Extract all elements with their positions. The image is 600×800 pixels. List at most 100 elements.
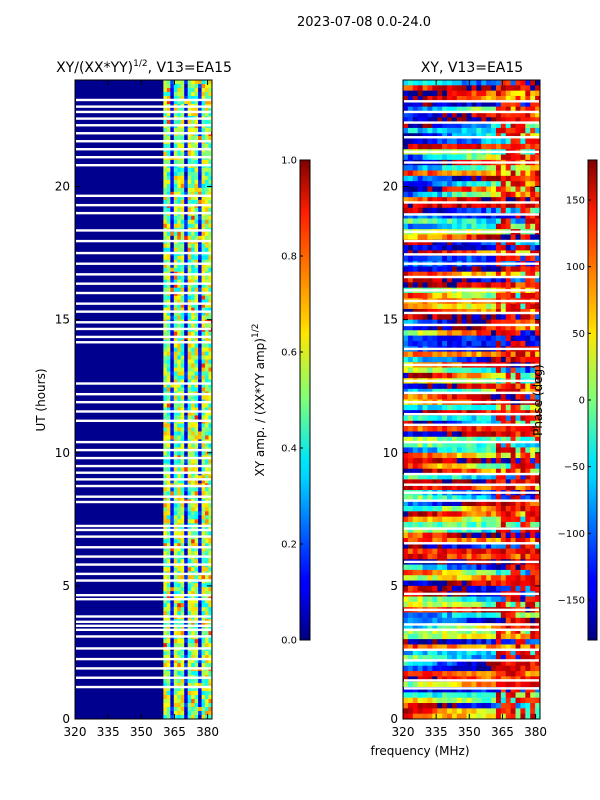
phase-cell bbox=[471, 495, 477, 502]
amplitude-cell bbox=[201, 295, 206, 301]
phase-cell bbox=[486, 351, 492, 358]
phase-cell bbox=[437, 293, 443, 299]
phase-cell bbox=[427, 277, 433, 283]
amplitude-cell bbox=[184, 423, 189, 428]
amplitude-cell bbox=[201, 219, 206, 225]
phase-cell bbox=[432, 548, 438, 555]
phase-cell bbox=[407, 117, 414, 123]
amplitude-cell bbox=[201, 451, 206, 456]
phase-cell bbox=[432, 127, 438, 134]
phase-cell bbox=[456, 553, 463, 560]
phase-cell bbox=[432, 138, 438, 145]
amplitude-cell bbox=[184, 711, 189, 716]
phase-cell bbox=[535, 234, 541, 241]
phase-cell bbox=[505, 458, 512, 464]
phase-cell bbox=[520, 282, 526, 289]
phase-cell bbox=[525, 138, 531, 145]
phase-cell bbox=[505, 351, 512, 358]
phase-cell bbox=[407, 442, 414, 448]
phase-cell bbox=[520, 117, 526, 123]
phase-cell bbox=[481, 484, 487, 491]
phase-cell bbox=[471, 527, 477, 534]
phase-cell bbox=[407, 106, 414, 113]
amplitude-cell bbox=[205, 491, 209, 496]
phase-cell bbox=[417, 85, 423, 92]
phase-cell bbox=[461, 111, 468, 118]
amplitude-cell bbox=[194, 515, 199, 520]
amplitude-cell bbox=[170, 91, 175, 97]
amplitude-cell bbox=[208, 167, 213, 173]
phase-cell bbox=[530, 319, 536, 326]
amplitude-cell bbox=[191, 363, 196, 368]
amplitude-cell bbox=[170, 631, 175, 636]
phase-cell bbox=[530, 202, 536, 209]
phase-cell bbox=[510, 202, 516, 209]
amplitude-cell bbox=[201, 427, 206, 432]
amplitude-cell bbox=[166, 631, 171, 636]
amplitude-cell bbox=[194, 267, 199, 273]
amplitude-cell bbox=[166, 311, 171, 317]
amplitude-cell bbox=[205, 595, 209, 600]
amplitude-cell bbox=[163, 83, 168, 89]
amplitude-cell bbox=[194, 183, 199, 189]
amplitude-cell bbox=[173, 503, 178, 508]
amplitude-cell bbox=[177, 475, 182, 480]
phase-cell bbox=[481, 372, 487, 379]
amplitude-cell bbox=[163, 259, 168, 265]
phase-cell bbox=[535, 213, 541, 219]
phase-cell bbox=[422, 282, 428, 289]
phase-cell bbox=[471, 266, 477, 273]
phase-cell bbox=[535, 186, 541, 193]
amplitude-cell bbox=[194, 687, 199, 692]
phase-cell bbox=[417, 90, 423, 97]
amplitude-cell bbox=[163, 367, 168, 372]
amplitude-cell bbox=[184, 223, 189, 229]
phase-cell bbox=[437, 468, 443, 475]
phase-cell bbox=[491, 521, 497, 528]
amplitude-cell bbox=[198, 375, 202, 380]
phase-cell bbox=[432, 372, 438, 379]
amplitude-cell bbox=[208, 363, 213, 368]
amplitude-cell bbox=[180, 311, 185, 317]
phase-cell bbox=[447, 569, 453, 576]
amplitude-cell bbox=[194, 539, 199, 544]
phase-cell bbox=[412, 319, 419, 326]
phase-cell bbox=[447, 154, 453, 161]
amplitude-y-tick-label: 15 bbox=[55, 313, 70, 327]
phase-cell bbox=[466, 207, 472, 214]
phase-cell bbox=[481, 218, 487, 225]
amplitude-cell bbox=[177, 263, 182, 269]
amplitude-cell bbox=[166, 411, 171, 416]
amplitude-cell bbox=[205, 519, 209, 524]
amplitude-cell bbox=[205, 443, 209, 448]
phase-cell bbox=[476, 271, 482, 278]
amplitude-cell bbox=[191, 267, 196, 273]
amplitude-cell bbox=[191, 127, 196, 133]
phase-cell bbox=[407, 506, 414, 512]
amplitude-cell bbox=[191, 279, 196, 285]
amplitude-cell bbox=[163, 275, 168, 281]
phase-cell bbox=[535, 511, 541, 518]
amplitude-cell bbox=[163, 643, 168, 648]
phase-cell bbox=[451, 458, 458, 464]
phase-cell bbox=[442, 431, 448, 438]
phase-cell bbox=[403, 271, 409, 278]
phase-cell bbox=[403, 165, 409, 171]
phase-cell bbox=[481, 271, 487, 278]
phase-cell bbox=[437, 521, 443, 528]
amplitude-cell bbox=[184, 707, 189, 712]
phase-cell bbox=[432, 314, 438, 321]
amplitude-cell bbox=[208, 315, 213, 321]
amplitude-cell bbox=[166, 331, 171, 336]
amplitude-cell bbox=[163, 151, 168, 157]
amplitude-cell bbox=[198, 219, 202, 225]
phase-cell bbox=[442, 452, 448, 459]
phase-cell bbox=[407, 404, 414, 411]
amplitude-cell bbox=[173, 183, 178, 189]
amplitude-cell bbox=[187, 659, 192, 664]
phase-cell bbox=[451, 85, 458, 92]
phase-cell bbox=[471, 537, 477, 544]
amplitude-cell bbox=[201, 707, 206, 712]
phase-cell bbox=[442, 266, 448, 273]
amplitude-cell bbox=[208, 143, 213, 149]
